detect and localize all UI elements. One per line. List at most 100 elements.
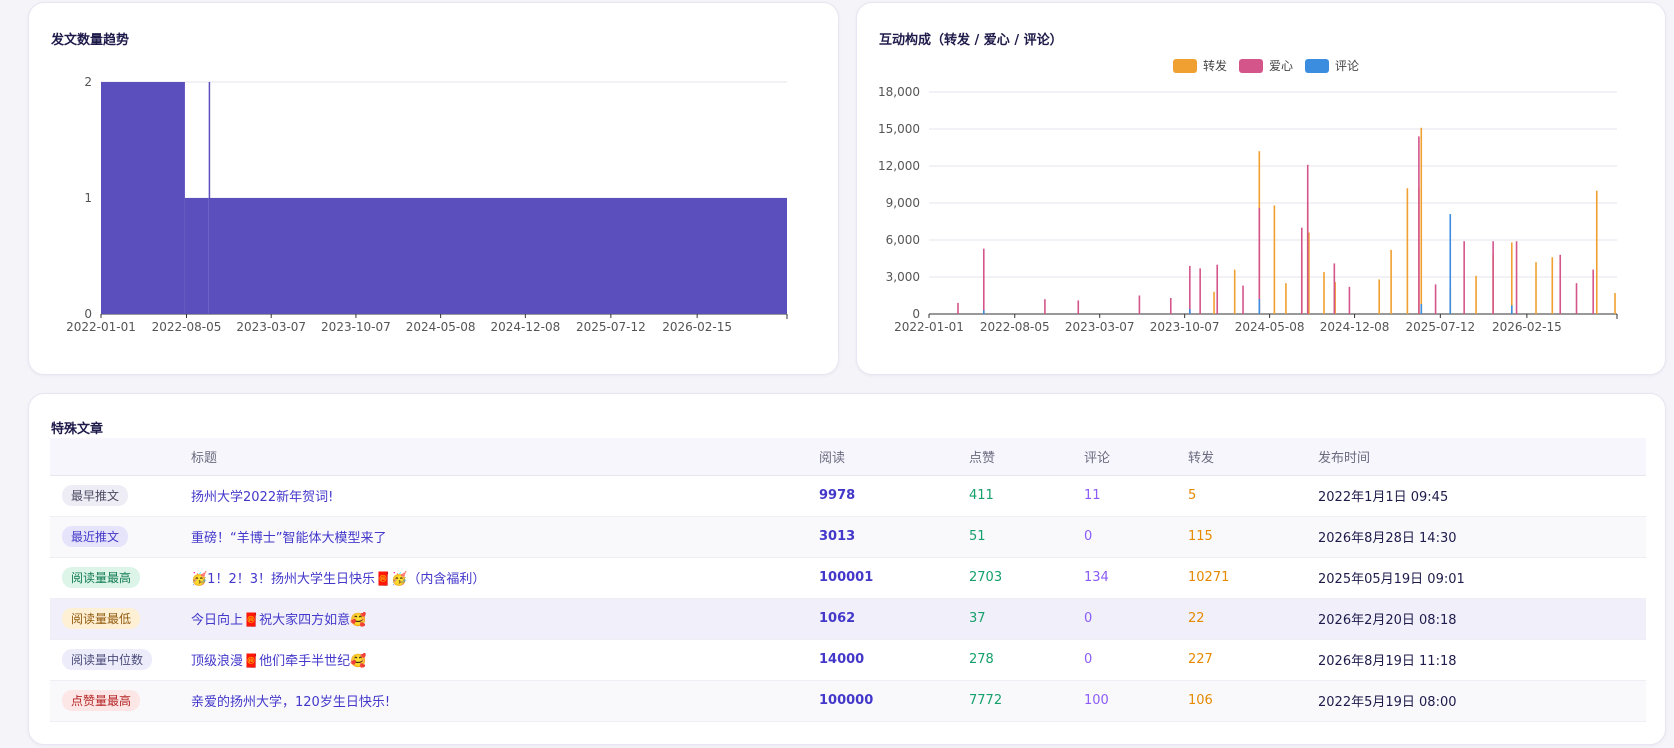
- heart-bar: [1559, 254, 1562, 314]
- table-row[interactable]: 阅读量最高 🥳1！2！3！扬州大学生日快乐🧧🥳（内含福利） 100001 270…: [50, 557, 1646, 599]
- like-count: 51: [969, 516, 1084, 558]
- article-title[interactable]: 🥳1！2！3！扬州大学生日快乐🧧🥳（内含福利）: [191, 557, 819, 599]
- badge-most-liked: 点赞量最高: [62, 690, 141, 711]
- legend-item-heart[interactable]: 爱心: [1239, 57, 1293, 74]
- legend-item-comment[interactable]: 评论: [1305, 57, 1359, 74]
- publish-time: 2026年2月20日 08:18: [1318, 598, 1646, 640]
- comment-bar: [1258, 299, 1261, 314]
- heart-bar: [1169, 297, 1172, 314]
- header-like[interactable]: 点赞: [969, 438, 1084, 476]
- interaction-title: 互动构成（转发 / 爱心 / 评论）: [879, 33, 1063, 48]
- legend-swatch-heart: [1239, 58, 1264, 73]
- header-share[interactable]: 转发: [1188, 438, 1318, 476]
- y-tick-label: 12,000: [878, 159, 920, 173]
- y-tick-label: 0: [84, 307, 92, 321]
- x-tick-label: 2022-01-01: [894, 320, 964, 334]
- y-tick-label: 6,000: [886, 233, 920, 247]
- table-row[interactable]: 最近推文 重磅！“羊博士”智能体大模型来了 3013 51 0 115 2026…: [50, 516, 1646, 558]
- share-bar: [1551, 257, 1554, 314]
- table-row[interactable]: 阅读量中位数 顶级浪漫🧧他们牵手半世纪🥰 14000 278 0 227 202…: [50, 639, 1646, 681]
- article-title[interactable]: 扬州大学2022新年贺词!: [191, 475, 819, 517]
- share-bar: [1378, 279, 1380, 314]
- x-tick-label: 2023-03-07: [1065, 320, 1135, 334]
- heart-bar: [1333, 263, 1336, 314]
- article-title[interactable]: 今日向上🧧祝大家四方如意🥰: [191, 598, 819, 640]
- legend-item-share[interactable]: 转发: [1173, 57, 1227, 74]
- publish-time: 2025年05月19日 09:01: [1318, 557, 1646, 599]
- read-count: 100000: [819, 680, 969, 722]
- article-title[interactable]: 顶级浪漫🧧他们牵手半世纪🥰: [191, 639, 819, 681]
- x-tick-label: 2025-07-12: [1405, 320, 1475, 334]
- heart-bar: [1418, 136, 1420, 314]
- special-articles-card: 特殊文章 标题 阅读 点赞 评论 转发 发布时间 最早推文 扬州大学2022新年…: [28, 393, 1666, 745]
- badge-earliest: 最早推文: [62, 485, 129, 506]
- share-bar: [1614, 293, 1616, 314]
- share-bar: [1390, 249, 1392, 314]
- heart-bar: [1348, 286, 1351, 314]
- x-tick-label: 2024-12-08: [1320, 320, 1390, 334]
- comment-bar: [982, 310, 985, 314]
- x-tick-label: 2026-02-15: [662, 320, 732, 334]
- heart-bar: [1515, 241, 1518, 314]
- share-count: 10271: [1188, 557, 1318, 599]
- publish-time: 2022年1月1日 09:45: [1318, 475, 1646, 517]
- read-count: 14000: [819, 639, 969, 681]
- heart-bar: [1575, 283, 1578, 314]
- share-count: 22: [1188, 598, 1318, 640]
- share-count: 106: [1188, 680, 1318, 722]
- like-count: 278: [969, 639, 1084, 681]
- like-count: 7772: [969, 680, 1084, 722]
- heart-bar: [1434, 284, 1437, 314]
- badge-least-read: 阅读量最低: [62, 608, 141, 629]
- posting-trend-chart: 0 1 2 2022-01-01 2022-08-05 2023-03-07 2023-10…: [66, 75, 788, 334]
- legend-swatch-comment: [1305, 58, 1330, 73]
- heart-bar: [1077, 300, 1080, 314]
- post-count-bar: [208, 82, 211, 314]
- y-tick-label: 15,000: [878, 122, 920, 136]
- comment-count: 0: [1084, 639, 1188, 681]
- badge-latest: 最近推文: [62, 526, 129, 547]
- article-title[interactable]: 亲爱的扬州大学，120岁生日快乐!: [191, 680, 819, 722]
- x-tick-label: 2023-03-07: [236, 320, 306, 334]
- post-count-bar: [101, 82, 185, 314]
- post-count-bar: [184, 198, 209, 314]
- share-bar: [1595, 190, 1598, 314]
- header-read[interactable]: 阅读: [819, 438, 969, 476]
- x-tick-label: 2024-05-08: [406, 320, 476, 334]
- share-bar: [1308, 232, 1310, 314]
- read-count: 100001: [819, 557, 969, 599]
- table-row[interactable]: 阅读量最低 今日向上🧧祝大家四方如意🥰 1062 37 0 22 2026年2月…: [50, 598, 1646, 640]
- x-tick-label: 2022-01-01: [66, 320, 136, 334]
- comment-count: 100: [1084, 680, 1188, 722]
- x-tick-label: 2023-10-07: [1150, 320, 1220, 334]
- header-title[interactable]: 标题: [191, 438, 819, 476]
- article-title[interactable]: 重磅！“羊博士”智能体大模型来了: [191, 516, 819, 558]
- share-bar: [1273, 205, 1276, 314]
- badge-median-read: 阅读量中位数: [62, 649, 153, 670]
- heart-bar: [957, 302, 959, 314]
- comment-bar: [1449, 214, 1452, 314]
- heart-bar: [982, 248, 985, 314]
- share-bar: [1510, 242, 1513, 314]
- header-comment[interactable]: 评论: [1084, 438, 1188, 476]
- like-count: 411: [969, 475, 1084, 517]
- posting-trend-card: 发文数量趋势 0 1 2 2022-01-01 2022-08-05 2023-03-07…: [28, 2, 839, 375]
- comment-count: 0: [1084, 516, 1188, 558]
- share-bar: [1420, 127, 1423, 315]
- heart-bar: [1138, 295, 1141, 314]
- x-tick-label: 2024-05-08: [1235, 320, 1305, 334]
- heart-bar: [1463, 241, 1465, 314]
- header-publish-time[interactable]: 发布时间: [1318, 438, 1646, 476]
- share-bar: [1406, 188, 1409, 314]
- table-row[interactable]: 点赞量最高 亲爱的扬州大学，120岁生日快乐! 100000 7772 100 …: [50, 680, 1646, 722]
- table-row[interactable]: 最早推文 扬州大学2022新年贺词! 9978 411 11 5 2022年1月…: [50, 475, 1646, 517]
- special-articles-table: 标题 阅读 点赞 评论 转发 发布时间 最早推文 扬州大学2022新年贺词! 9…: [50, 438, 1646, 722]
- legend-label-comment: 评论: [1335, 59, 1360, 73]
- heart-bar: [1592, 269, 1594, 314]
- like-count: 37: [969, 598, 1084, 640]
- share-bar: [1285, 283, 1287, 314]
- comment-bar: [1510, 305, 1513, 314]
- read-count: 3013: [819, 516, 969, 558]
- heart-bar: [1258, 207, 1261, 314]
- legend-label-share: 转发: [1203, 59, 1228, 73]
